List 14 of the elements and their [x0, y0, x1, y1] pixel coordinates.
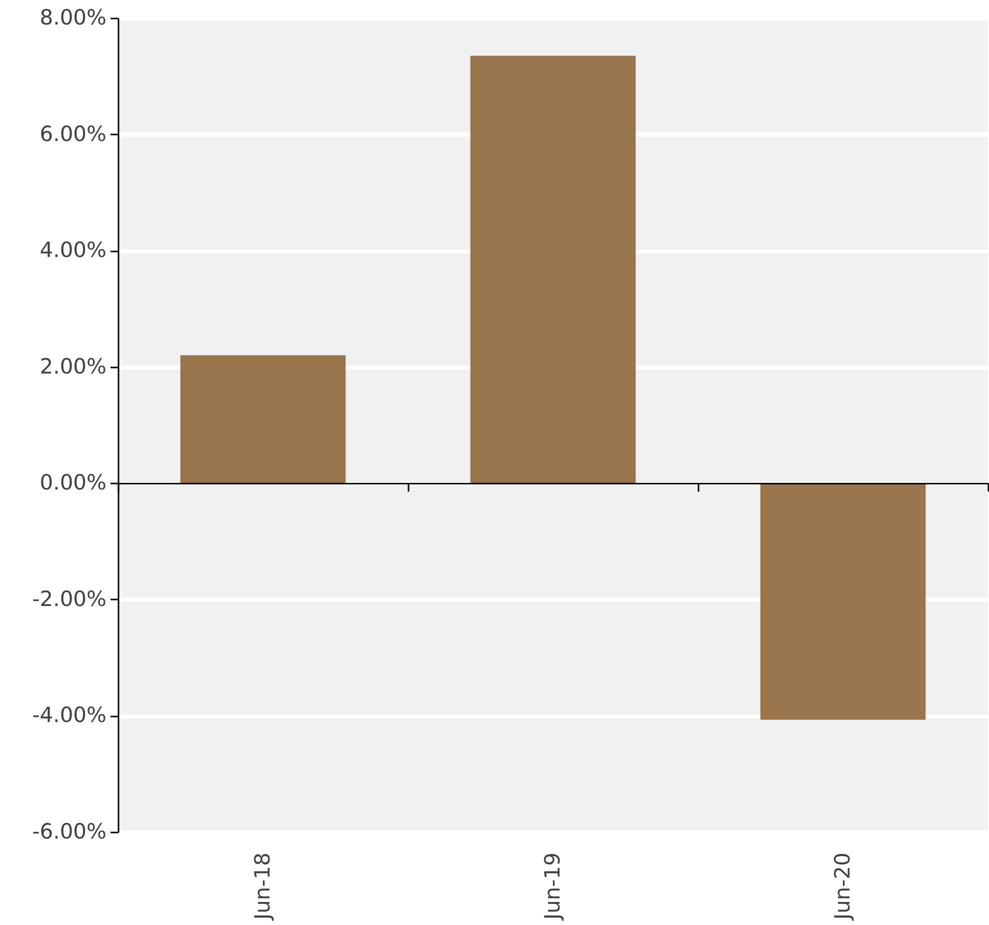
- x-tick-label: Jun-20: [830, 852, 854, 922]
- bar: [470, 56, 636, 484]
- y-tick-label: 2.00%: [40, 354, 106, 378]
- y-tick-label: 8.00%: [40, 6, 106, 30]
- y-tick-label: -6.00%: [32, 820, 106, 844]
- bar: [760, 483, 926, 720]
- y-tick-label: 0.00%: [40, 470, 106, 495]
- y-tick-label: -4.00%: [32, 703, 106, 728]
- y-tick-label: 6.00%: [40, 122, 106, 146]
- y-tick-label: -2.00%: [32, 586, 106, 611]
- x-tick-label: Jun-18: [250, 852, 274, 922]
- x-tick-label: Jun-19: [540, 852, 564, 922]
- bar: [180, 355, 346, 484]
- y-tick-label: 4.00%: [40, 238, 106, 262]
